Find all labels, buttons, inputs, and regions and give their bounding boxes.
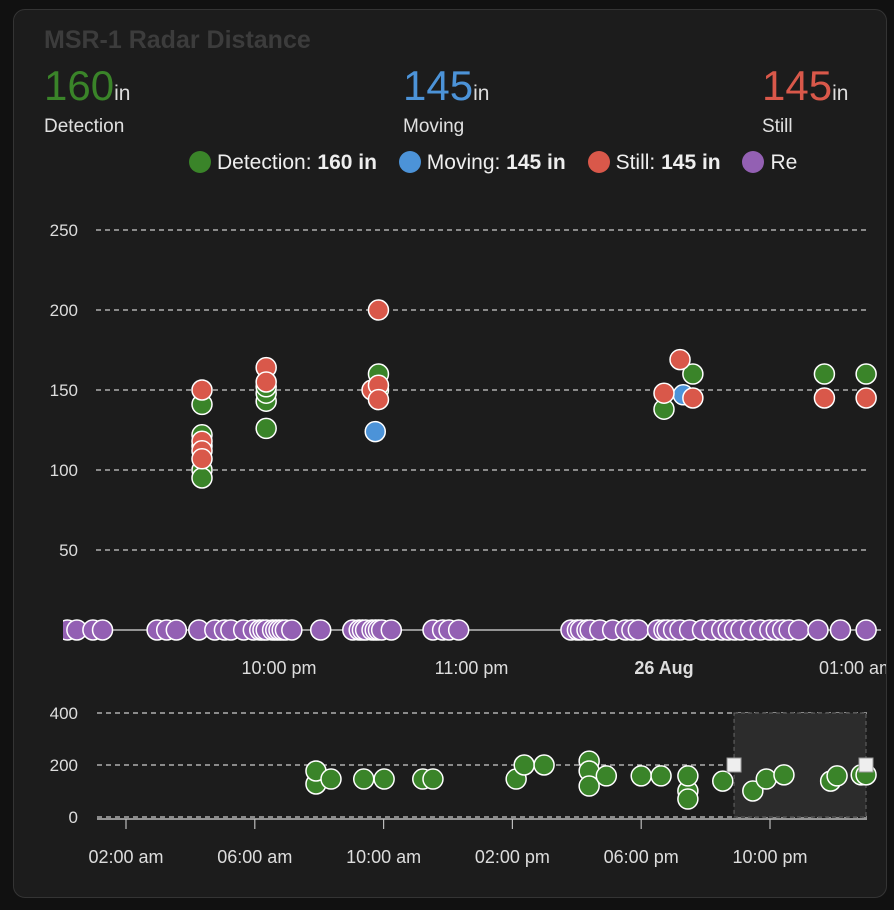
y-tick-label: 0 xyxy=(69,808,78,827)
y-tick-label: 200 xyxy=(50,301,78,320)
x-tick-label: 10:00 am xyxy=(346,847,421,867)
x-tick-label: 11:00 pm xyxy=(435,658,509,678)
legend-value: 145 in xyxy=(661,151,721,174)
main-chart-grid: 250 200 150 100 50 xyxy=(50,221,881,631)
data-point-re[interactable] xyxy=(447,619,470,641)
legend-name: Detection: xyxy=(217,151,312,174)
data-point-re[interactable] xyxy=(627,619,650,641)
y-tick-label: 50 xyxy=(59,541,78,560)
data-point-still[interactable] xyxy=(855,387,877,409)
x-tick-label: 10:00 pm xyxy=(241,658,316,678)
y-tick-label: 100 xyxy=(50,461,78,480)
navigator-data-point[interactable] xyxy=(352,768,375,790)
data-point-re[interactable] xyxy=(829,619,852,641)
data-point-still[interactable] xyxy=(191,379,213,401)
stat-value: 160 xyxy=(44,62,115,109)
navigator-data-point[interactable] xyxy=(513,754,535,776)
legend-value: 160 in xyxy=(317,151,377,174)
navigator-data-point[interactable] xyxy=(826,765,848,787)
y-tick-label: 200 xyxy=(50,756,78,775)
stat-value: 145 xyxy=(403,62,474,109)
stat-label: Still xyxy=(762,116,793,137)
stat-label: Detection xyxy=(44,116,125,137)
data-point-detection[interactable] xyxy=(855,363,877,385)
stat-value: 145 xyxy=(762,62,833,109)
data-point-re[interactable] xyxy=(855,619,877,641)
card-title: MSR-1 Radar Distance xyxy=(44,26,311,54)
legend-marker xyxy=(742,151,765,173)
x-tick-label: 06:00 am xyxy=(217,847,292,867)
y-tick-label: 250 xyxy=(50,221,78,240)
data-point-re[interactable] xyxy=(380,619,403,641)
data-point-detection[interactable] xyxy=(255,417,277,440)
legend-item-still[interactable]: Still: 145 in xyxy=(587,151,721,175)
brush-handle[interactable] xyxy=(858,757,874,773)
stat-moving[interactable]: 145in Moving xyxy=(403,62,489,138)
chart-legend: Detection: 160 in Moving: 145 in Still: … xyxy=(189,151,813,175)
y-tick-label: 150 xyxy=(50,381,78,400)
x-tick-label: 06:00 pm xyxy=(604,847,679,867)
x-tick-label: 02:00 am xyxy=(88,847,163,867)
stat-unit: in xyxy=(832,82,849,105)
data-point-detection[interactable] xyxy=(191,467,213,489)
navigator-data-point[interactable] xyxy=(650,765,672,787)
data-point-re[interactable] xyxy=(807,619,829,641)
main-chart-x-axis: 10:00 pm 11:00 pm 26 Aug 01:00 am xyxy=(241,658,887,678)
stat-detection[interactable]: 160in Detection xyxy=(44,62,130,138)
data-point-still[interactable] xyxy=(669,348,691,371)
navigator-data-point[interactable] xyxy=(533,754,555,776)
data-point-still[interactable] xyxy=(813,387,836,409)
navigator-data-point[interactable] xyxy=(630,765,652,787)
navigator-data-point[interactable] xyxy=(578,775,600,797)
charts-svg: 250 200 150 100 50 10:00 pm 11:00 pm 26 Aug 01:… xyxy=(50,221,887,867)
navigator-data-point[interactable] xyxy=(677,788,699,810)
legend-name: Still: xyxy=(615,151,656,174)
navigator-data-point[interactable] xyxy=(677,765,699,787)
navigator-data-point[interactable] xyxy=(755,768,777,790)
legend-item-reflection[interactable]: Re xyxy=(742,151,797,175)
legend-marker xyxy=(587,151,610,173)
navigator-data-point[interactable] xyxy=(712,770,734,792)
data-point-moving[interactable] xyxy=(364,420,386,443)
navigator-data-point[interactable] xyxy=(422,768,444,790)
data-point-re[interactable] xyxy=(281,619,303,641)
navigator-data-point[interactable] xyxy=(742,780,764,802)
data-point-detection[interactable] xyxy=(813,363,836,385)
data-point-re[interactable] xyxy=(165,619,188,641)
data-point-re[interactable] xyxy=(788,619,810,641)
x-tick-label: 26 Aug xyxy=(634,658,693,678)
data-point-still[interactable] xyxy=(367,299,390,321)
stat-still[interactable]: 145in Still xyxy=(762,62,848,138)
x-tick-label: 02:00 pm xyxy=(475,847,550,867)
stat-label: Moving xyxy=(403,116,465,137)
navigator-data-point[interactable] xyxy=(773,764,795,786)
navigator-data-point[interactable] xyxy=(595,765,618,787)
data-point-re[interactable] xyxy=(309,619,332,641)
data-point-still[interactable] xyxy=(653,382,675,404)
x-tick-label: 01:00 am xyxy=(819,658,887,678)
navigator-data-point[interactable] xyxy=(373,768,395,790)
navigator-data-point[interactable] xyxy=(320,768,342,790)
data-point-still[interactable] xyxy=(255,371,277,393)
data-point-still[interactable] xyxy=(682,387,704,409)
legend-marker xyxy=(398,151,421,173)
data-point-detection[interactable] xyxy=(682,363,704,385)
navigator-x-axis: 02:00 am 06:00 am 10:00 am 02:00 pm 06:00 pm… xyxy=(88,757,874,867)
x-tick-label: 10:00 pm xyxy=(732,847,807,867)
legend-name: Re xyxy=(770,151,798,174)
stat-unit: in xyxy=(114,82,131,105)
y-tick-label: 400 xyxy=(50,704,78,723)
legend-value: 145 in xyxy=(506,151,566,174)
radar-distance-card: MSR-1 Radar Distance 160in Detection 145… xyxy=(13,9,887,898)
data-point-still[interactable] xyxy=(191,448,213,470)
legend-item-moving[interactable]: Moving: 145 in xyxy=(398,151,566,175)
data-point-re[interactable] xyxy=(91,619,114,641)
legend-marker xyxy=(189,151,211,173)
legend-name: Moving: xyxy=(426,151,501,174)
brush-handle[interactable] xyxy=(726,757,742,773)
legend-item-detection[interactable]: Detection: 160 in xyxy=(189,151,377,175)
data-point-still[interactable] xyxy=(367,388,390,411)
stat-unit: in xyxy=(473,82,490,105)
main-chart-plot[interactable] xyxy=(57,299,877,641)
